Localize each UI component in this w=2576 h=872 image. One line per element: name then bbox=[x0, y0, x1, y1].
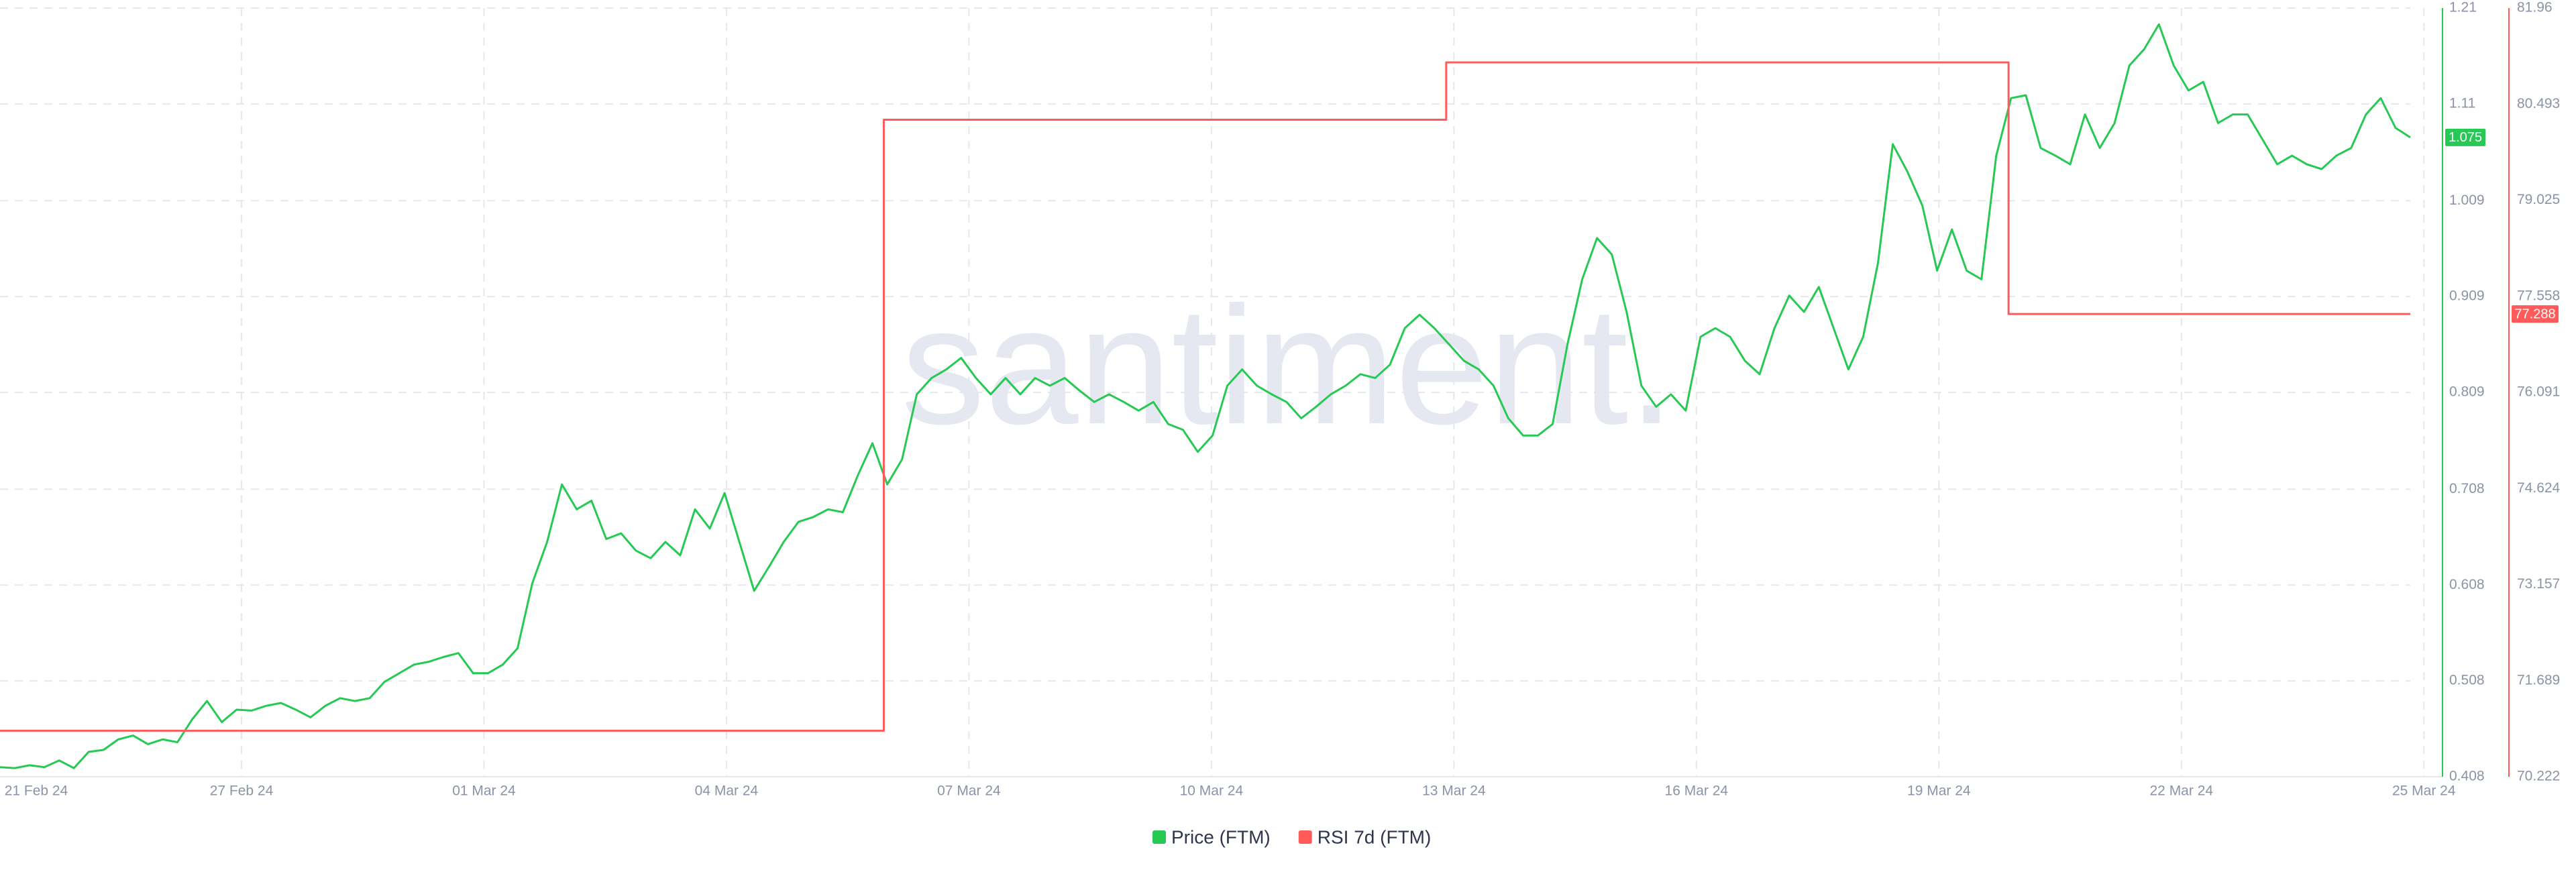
x-tick-label: 07 Mar 24 bbox=[937, 783, 1001, 799]
watermark: santiment. bbox=[901, 272, 1674, 459]
y-tick-label: 0.909 bbox=[2449, 288, 2485, 304]
y2-tick-label: 70.222 bbox=[2517, 769, 2560, 784]
x-tick-label: 19 Mar 24 bbox=[1907, 783, 1971, 799]
y2-tick-label: 79.025 bbox=[2517, 192, 2560, 207]
legend-swatch bbox=[1298, 830, 1312, 844]
x-tick-label: 13 Mar 24 bbox=[1422, 783, 1486, 799]
legend-label: Price (FTM) bbox=[1171, 826, 1271, 847]
x-tick-label: 27 Feb 24 bbox=[210, 783, 274, 799]
y-tick-label: 0.708 bbox=[2449, 481, 2485, 496]
x-tick-label: 22 Mar 24 bbox=[2150, 783, 2214, 799]
y-tick-label: 0.608 bbox=[2449, 577, 2485, 592]
y2-tick-label: 80.493 bbox=[2517, 96, 2560, 111]
y-tick-label: 0.508 bbox=[2449, 673, 2485, 688]
y2-tick-label: 76.091 bbox=[2517, 384, 2560, 400]
last-value-label: 1.075 bbox=[2449, 130, 2482, 145]
x-tick-label: 21 Feb 24 bbox=[5, 783, 68, 799]
y-tick-label: 1.21 bbox=[2449, 0, 2477, 15]
y-tick-label: 0.809 bbox=[2449, 384, 2485, 400]
series-line bbox=[0, 61, 2410, 732]
y-tick-label: 1.11 bbox=[2449, 95, 2475, 111]
legend-swatch bbox=[1152, 830, 1166, 844]
y2-tick-label: 77.558 bbox=[2517, 288, 2560, 303]
x-tick-label: 01 Mar 24 bbox=[452, 783, 516, 799]
y-tick-label: 1.009 bbox=[2449, 193, 2485, 208]
x-tick-label: 25 Mar 24 bbox=[2392, 783, 2456, 799]
x-tick-label: 16 Mar 24 bbox=[1665, 783, 1729, 799]
legend-label: RSI 7d (FTM) bbox=[1318, 826, 1432, 847]
last-value-badge bbox=[2445, 128, 2485, 146]
last-value-badge bbox=[2512, 305, 2559, 323]
y2-tick-label: 71.689 bbox=[2517, 672, 2560, 688]
x-tick-label: 04 Mar 24 bbox=[695, 783, 759, 799]
y2-tick-label: 73.157 bbox=[2517, 576, 2560, 592]
y-tick-label: 0.408 bbox=[2449, 769, 2485, 784]
legend: Price (FTM) RSI 7d (FTM) bbox=[1152, 826, 1431, 847]
y2-tick-label: 74.624 bbox=[2517, 480, 2561, 496]
x-tick-label: 10 Mar 24 bbox=[1180, 783, 1244, 799]
last-value-label: 77.288 bbox=[2514, 307, 2555, 321]
y2-tick-label: 81.96 bbox=[2517, 0, 2553, 15]
